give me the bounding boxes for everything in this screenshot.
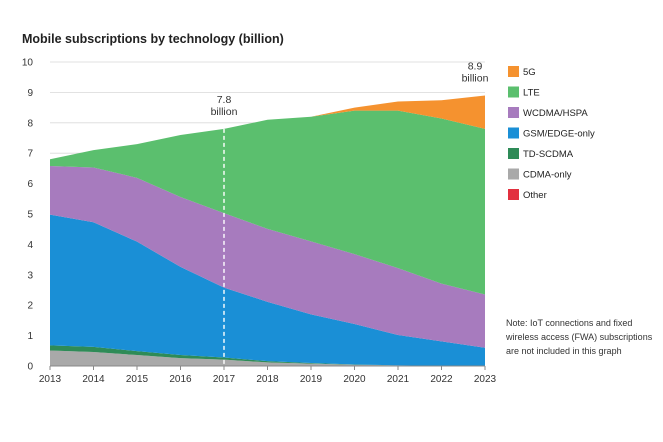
chart-title: Mobile subscriptions by technology (bill… [22, 32, 284, 46]
y-tick-label-3: 3 [27, 270, 33, 281]
area-series-wcdma-hspa [50, 165, 485, 348]
y-tick-label-2: 2 [27, 301, 33, 312]
x-tick-label-2017: 2017 [213, 374, 236, 385]
x-tick-label-2016: 2016 [169, 374, 192, 385]
x-tick-label-2021: 2021 [387, 374, 410, 385]
y-tick-label-9: 9 [27, 88, 33, 99]
area-series-lte [50, 110, 485, 295]
area-series-gsm-edge-only [50, 214, 485, 366]
y-tick-label-6: 6 [27, 179, 33, 190]
note-line-2: are not included in this graph [506, 346, 622, 356]
x-tick-label-2022: 2022 [430, 374, 453, 385]
note-line-0: Note: IoT connections and fixed [506, 318, 632, 328]
legend-label-td-scdma: TD-SCDMA [523, 149, 574, 160]
area-series-5g [50, 95, 485, 160]
y-tick-label-7: 7 [27, 149, 33, 160]
x-tick-label-2018: 2018 [256, 374, 279, 385]
legend-label-lte: LTE [523, 88, 540, 99]
legend-label-other: Other [523, 190, 547, 201]
chart-note: Note: IoT connections and fixed wireless … [505, 318, 653, 356]
legend-swatch-cdma-only [508, 168, 519, 180]
legend-swatch-other [508, 189, 519, 200]
legend-label-cdma-only: CDMA-only [523, 170, 572, 181]
x-tick-label-2023: 2023 [474, 374, 497, 385]
legend-swatch-5g [508, 66, 519, 77]
legend-label-5g: 5G [523, 67, 536, 78]
area-series-td-scdma [50, 345, 485, 366]
legend-label-wcdma-hspa: WCDMA/HSPA [523, 108, 588, 119]
x-tick-label-2015: 2015 [126, 374, 149, 385]
annotation-2023-line-1: billion [462, 72, 489, 84]
x-tick-label-2013: 2013 [39, 374, 62, 385]
y-tick-label-5: 5 [27, 210, 33, 221]
legend-swatch-gsm-edge-only [508, 127, 519, 139]
note-line-1: wireless access (FWA) subscriptions [505, 332, 653, 342]
legend: 5G LTE WCDMA/HSPA GSM/EDGE-only TD-SCDMA CDMA… [508, 66, 595, 201]
x-tick-label-2020: 2020 [343, 374, 366, 385]
y-tick-label-10: 10 [22, 58, 34, 69]
annotation-2023-line-0: 8.9 [468, 60, 483, 72]
x-tick-label-2014: 2014 [82, 374, 105, 385]
y-tick-label-4: 4 [27, 240, 33, 251]
annotation-2017-line-0: 7.8 [217, 94, 232, 106]
x-tick-label-2019: 2019 [300, 374, 323, 385]
stacked-areas [50, 95, 485, 366]
legend-swatch-wcdma-hspa [508, 107, 519, 118]
y-tick-label-0: 0 [27, 362, 33, 373]
annotation-2017-line-1: billion [211, 106, 238, 118]
y-tick-label-8: 8 [27, 118, 33, 129]
legend-label-gsm-edge-only: GSM/EDGE-only [523, 129, 595, 140]
y-tick-label-1: 1 [27, 331, 33, 342]
area-series-cdma-only [50, 350, 485, 366]
legend-swatch-td-scdma [508, 148, 519, 159]
legend-swatch-lte [508, 86, 519, 98]
axes: 0 1 2 3 4 5 6 7 8 9 10 2013 2014 2015 2016 2017 2018 2019… [22, 58, 497, 386]
